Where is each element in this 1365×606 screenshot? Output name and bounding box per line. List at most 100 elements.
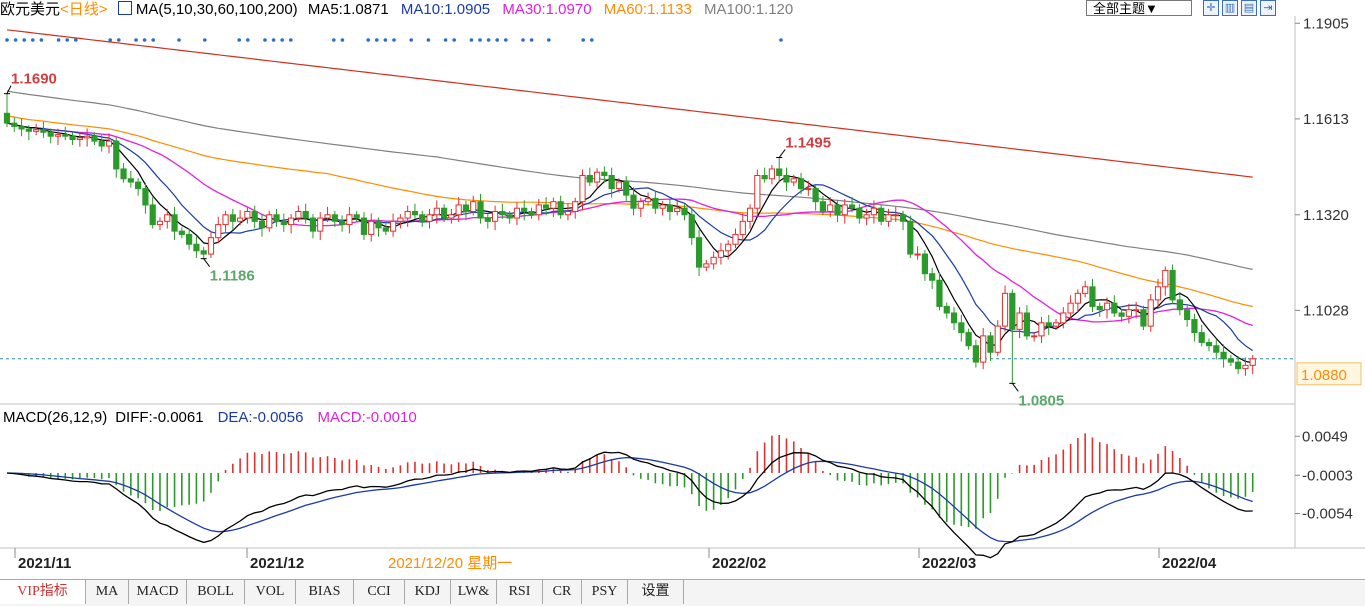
candle-body xyxy=(171,214,178,232)
candle-body xyxy=(899,214,907,222)
signal-dot xyxy=(779,38,783,42)
candle-body xyxy=(994,325,1001,353)
ma60-line xyxy=(6,115,1253,308)
tab-10[interactable]: CR xyxy=(543,580,582,604)
symbol-title[interactable]: 欧元美元 xyxy=(0,1,61,18)
signal-dot xyxy=(263,38,267,42)
candle-body xyxy=(1038,322,1045,337)
chart-header: 欧元美元<日线> MA(5,10,30,60,100,200) MA5:1.08… xyxy=(0,0,1090,20)
candle-body xyxy=(739,220,746,235)
tab-8[interactable]: LW& xyxy=(451,580,497,604)
macd-tick-label: -0.0003 xyxy=(1302,467,1353,484)
tab-11[interactable]: PSY xyxy=(582,580,628,604)
fullscreen-icon[interactable]: ⇥ xyxy=(1260,0,1276,16)
candle-body xyxy=(870,207,878,216)
price-annotations: 1.1690 1.1186 1.1495 1.0805 xyxy=(4,71,1064,409)
candle-body xyxy=(69,135,76,140)
chart-frame xyxy=(0,16,1365,549)
signal-dot xyxy=(375,38,379,42)
tab-3[interactable]: BOLL xyxy=(187,580,245,604)
signal-dot xyxy=(332,38,336,42)
price-tick-label: 1.1613 xyxy=(1303,111,1349,128)
signal-dot xyxy=(22,38,27,42)
candle-body xyxy=(593,171,601,183)
candle-body xyxy=(186,233,193,245)
candle-body xyxy=(703,263,710,268)
tab-2[interactable]: MACD xyxy=(129,580,187,604)
candle-body xyxy=(637,201,644,209)
candle-body xyxy=(105,140,113,147)
candle-body xyxy=(1082,286,1089,294)
tab-1[interactable]: MA xyxy=(86,580,129,604)
candle-body xyxy=(1118,312,1125,317)
date-tick-label: 2021/12 xyxy=(250,555,304,572)
candle-body xyxy=(258,220,266,229)
candle-body xyxy=(375,220,382,229)
candle-body xyxy=(892,214,899,217)
candle-body xyxy=(1031,335,1038,338)
candle-body xyxy=(455,204,462,216)
candle-body xyxy=(1060,312,1067,324)
signal-dot xyxy=(142,38,147,42)
candle-body xyxy=(943,305,950,314)
extreme-label: 1.1495 xyxy=(785,134,831,151)
candle-body xyxy=(623,181,630,196)
candle-body xyxy=(550,201,557,209)
dea-line xyxy=(6,456,1253,543)
last-price-label: 1.0880 xyxy=(1301,367,1347,384)
tab-7[interactable]: KDJ xyxy=(405,580,451,604)
candle-body xyxy=(288,217,295,226)
tab-0[interactable]: VIP指标 xyxy=(0,580,86,604)
candle-body xyxy=(440,207,448,219)
candle-body xyxy=(18,125,25,130)
indicator-tabs: VIP指标 MA MACD BOLL VOL BIAS CCI KDJ LW& RSI CR PSY 设… xyxy=(0,579,1365,606)
candle-body xyxy=(1205,341,1213,347)
tab-9[interactable]: RSI xyxy=(497,580,543,604)
candle-body xyxy=(382,227,389,232)
candle-body xyxy=(586,174,593,183)
candle-body xyxy=(1162,269,1169,288)
tab-5[interactable]: BIAS xyxy=(296,580,354,604)
candle-body xyxy=(215,224,222,239)
tab-12[interactable]: 设置 xyxy=(628,580,684,604)
signal-dot xyxy=(31,38,35,42)
candle-body xyxy=(579,174,586,203)
zoom-in-icon[interactable]: ▥ xyxy=(1222,0,1238,16)
macd-panel: 0.0049 -0.0003 -0.0054 xyxy=(6,428,1353,559)
zoom-out-icon[interactable]: ▤ xyxy=(1241,0,1257,16)
candle-body xyxy=(309,217,317,232)
candle-body xyxy=(1140,309,1147,327)
tab-4[interactable]: VOL xyxy=(245,580,296,604)
candle-body xyxy=(768,168,776,180)
signal-dots xyxy=(5,38,783,42)
candle-body xyxy=(1220,351,1227,360)
signal-dot xyxy=(203,38,207,42)
candle-body xyxy=(251,211,258,222)
last-price-box xyxy=(1296,362,1362,386)
signal-dot xyxy=(495,38,500,42)
candle-body xyxy=(178,230,185,235)
candle-body xyxy=(557,201,564,216)
candle-body xyxy=(1227,358,1234,363)
ma-indicator-icon[interactable] xyxy=(117,1,132,15)
macd-header: MACD(26,12,9) DIFF:-0.0061 DEA:-0.0056 MACD… xyxy=(3,408,417,428)
tab-6[interactable]: CCI xyxy=(354,580,405,604)
crosshair-icon[interactable]: ✛ xyxy=(1203,0,1219,16)
candle-body xyxy=(652,197,659,209)
signal-dot xyxy=(366,38,371,42)
candle-body xyxy=(863,214,870,219)
date-axis: 2021/11 2021/12 2022/02 2022/03 2022/04 2021/… xyxy=(14,548,1217,572)
candle-body xyxy=(1045,322,1052,327)
candle-body xyxy=(1067,302,1074,314)
candle-body xyxy=(127,178,134,183)
theme-selector[interactable]: 全部主题▼ xyxy=(1086,0,1192,16)
candle-body xyxy=(1242,364,1249,370)
candle-body xyxy=(98,140,105,147)
candle-body xyxy=(200,250,207,255)
signal-dot xyxy=(521,38,525,42)
candle-body xyxy=(958,322,965,334)
period-label[interactable]: <日线> xyxy=(60,1,108,18)
candle-body xyxy=(433,207,440,216)
date-tick-label: 2022/04 xyxy=(1162,555,1217,572)
